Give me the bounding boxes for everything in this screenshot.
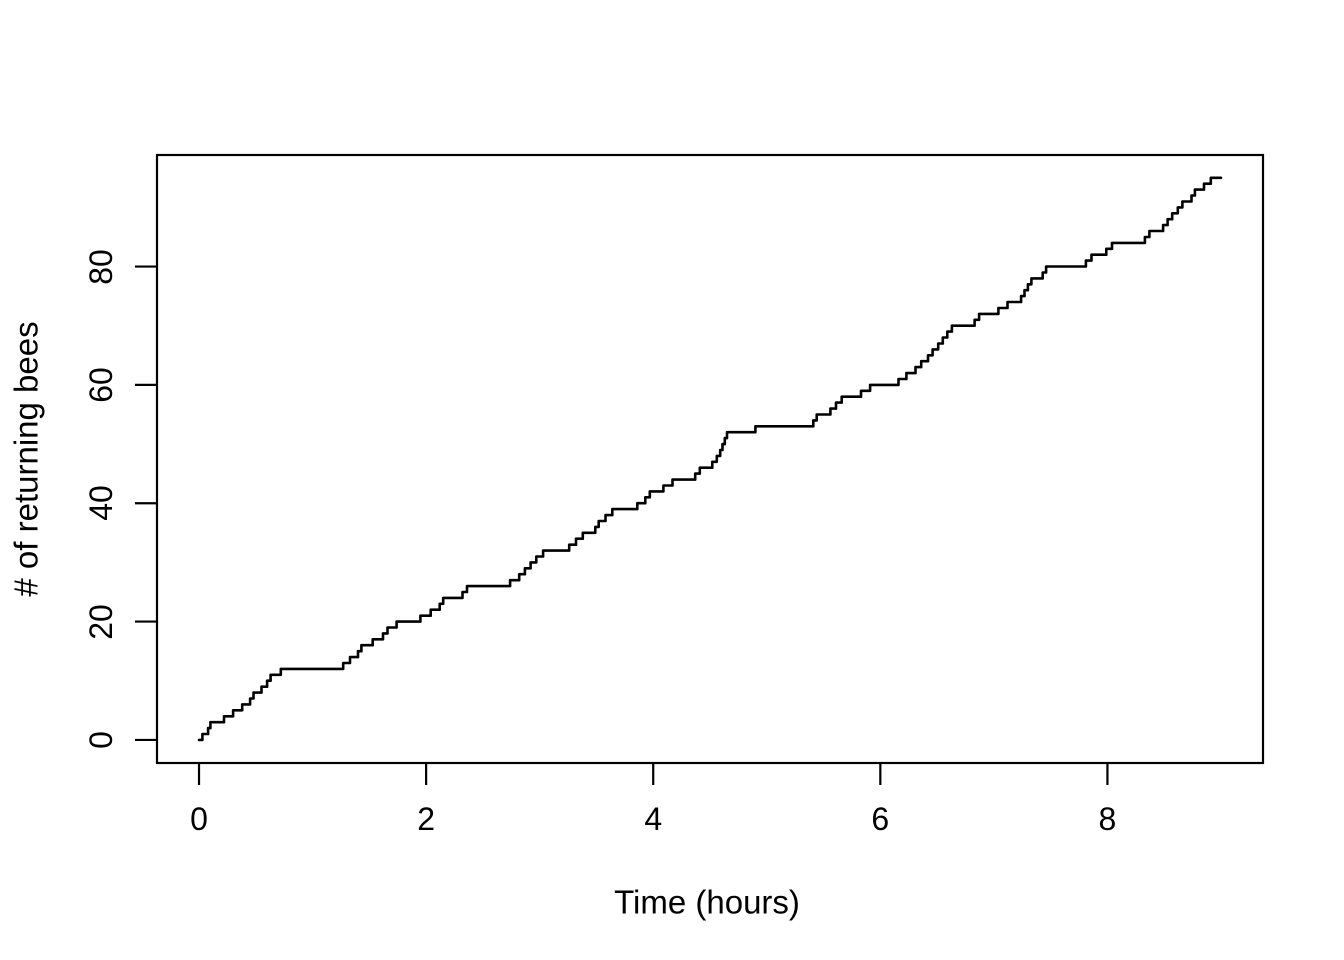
x-tick-label: 4 xyxy=(644,801,663,837)
x-tick-label: 8 xyxy=(1098,801,1117,837)
y-tick-label: 20 xyxy=(83,603,119,640)
y-tick-label: 0 xyxy=(83,731,119,749)
plot-box xyxy=(155,153,1265,765)
x-tick-label: 6 xyxy=(871,801,890,837)
step-line xyxy=(197,176,1223,742)
y-axis-title: # of returning bees xyxy=(7,321,45,597)
y-tick-label: 60 xyxy=(83,367,119,403)
x-tick-label: 0 xyxy=(190,801,208,837)
x-tick-label: 2 xyxy=(417,801,436,837)
y-tick-label: 80 xyxy=(83,248,119,285)
x-axis-title: Time (hours) xyxy=(614,883,800,921)
y-tick-label: 40 xyxy=(83,485,119,522)
